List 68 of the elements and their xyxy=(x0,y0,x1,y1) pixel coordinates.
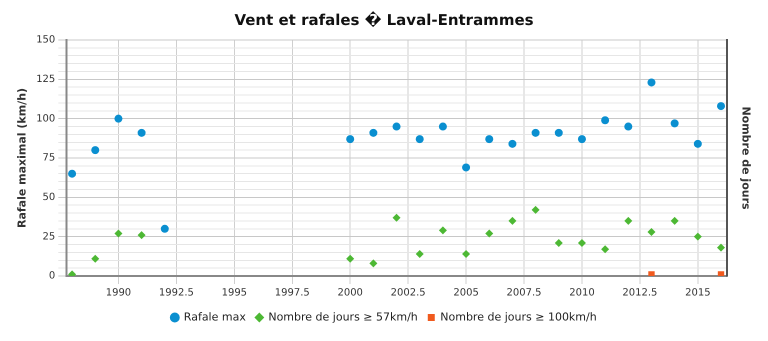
x-tick-label: 2000 xyxy=(337,288,363,299)
point xyxy=(694,140,702,148)
point xyxy=(624,122,632,131)
point xyxy=(624,216,632,225)
point xyxy=(647,228,656,236)
point xyxy=(91,254,100,263)
point xyxy=(532,128,540,137)
point xyxy=(438,122,447,131)
y-tick-label: 125 xyxy=(36,74,56,85)
x-tick-label: 2005 xyxy=(453,288,479,299)
point xyxy=(601,116,610,124)
point xyxy=(554,128,563,137)
y-tick-label: 0 xyxy=(48,270,56,282)
point xyxy=(138,231,146,240)
x-tick-label: 2007.5 xyxy=(506,288,542,299)
point xyxy=(717,102,726,110)
x-tick-label: 2010 xyxy=(569,288,595,299)
point xyxy=(508,140,516,148)
point xyxy=(717,244,726,252)
chart-title: Vent et rafales � Laval-Entrammes xyxy=(234,10,534,29)
legend-label: Nombre de jours ≥ 57km/h xyxy=(268,310,418,324)
x-tick-label: 1995 xyxy=(222,288,248,299)
point xyxy=(601,245,610,254)
point xyxy=(532,206,540,214)
point xyxy=(670,216,679,225)
x-tick-label: 1992.5 xyxy=(158,288,194,299)
x-tick-label: 2012.5 xyxy=(622,288,658,299)
point xyxy=(369,259,378,268)
point xyxy=(438,226,447,234)
point xyxy=(114,230,122,238)
y2-axis-title: Nombre de jours xyxy=(740,106,753,210)
point xyxy=(485,135,494,144)
x-tick-label: 1990 xyxy=(106,288,132,299)
point xyxy=(416,135,424,144)
point xyxy=(369,128,378,137)
y-axis-title: Rafale maximal (km/h) xyxy=(15,88,28,228)
y-tick-label: 75 xyxy=(42,152,56,164)
point xyxy=(416,250,424,258)
point xyxy=(346,135,354,144)
point xyxy=(91,146,100,154)
point xyxy=(138,128,146,137)
point xyxy=(160,224,169,233)
point xyxy=(578,238,586,247)
point xyxy=(694,232,702,241)
legend-label: Rafale max xyxy=(184,310,246,324)
point xyxy=(485,230,494,238)
point xyxy=(647,78,656,86)
x-tick-label: 1997.5 xyxy=(274,288,310,299)
y-tick-label: 25 xyxy=(42,231,56,242)
y-tick-label: 50 xyxy=(42,192,56,203)
point xyxy=(554,238,563,247)
x-tick-label: 2002.5 xyxy=(390,288,426,299)
y-tick-label: 100 xyxy=(36,113,56,124)
point xyxy=(578,135,586,144)
point xyxy=(648,271,655,276)
point xyxy=(346,254,354,263)
point xyxy=(462,250,470,258)
point xyxy=(68,170,76,178)
point xyxy=(114,114,122,123)
point xyxy=(670,119,679,128)
point xyxy=(392,214,401,222)
point xyxy=(392,122,401,131)
legend-label: Nombre de jours ≥ 100km/h xyxy=(440,310,597,324)
y-tick-label: 150 xyxy=(36,34,56,46)
x-tick-label: 2015 xyxy=(685,288,711,299)
point xyxy=(462,163,470,172)
point xyxy=(508,216,516,225)
point xyxy=(718,271,724,276)
